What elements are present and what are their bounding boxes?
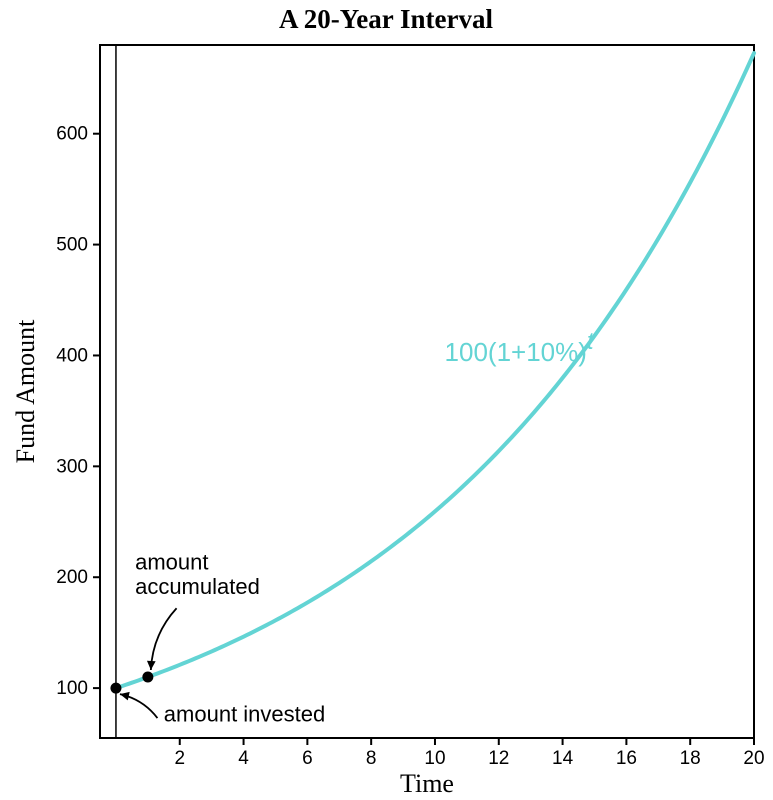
- formula-label: 100(1+10%)t: [445, 328, 595, 367]
- svg-text:4: 4: [238, 748, 249, 769]
- x-ticks: 2 4 6 8 10 12 14 16 18 20: [174, 738, 764, 769]
- svg-text:10: 10: [424, 748, 445, 769]
- svg-text:300: 300: [56, 456, 88, 477]
- svg-text:amount: amount: [135, 549, 208, 574]
- y-axis-label: Fund Amount: [11, 319, 40, 464]
- compound-interest-chart: A 20-Year Interval 100 200 300 400 500 600 2 4…: [0, 0, 773, 800]
- svg-text:600: 600: [56, 124, 88, 145]
- arrow-invested: [120, 692, 157, 718]
- arrow-accumulated: [147, 608, 177, 670]
- x-axis-label: Time: [400, 769, 454, 798]
- data-point: [142, 672, 153, 683]
- svg-text:16: 16: [616, 748, 637, 769]
- svg-text:400: 400: [56, 345, 88, 366]
- svg-text:500: 500: [56, 235, 88, 256]
- y-ticks: 100 200 300 400 500 600: [56, 124, 100, 699]
- svg-text:8: 8: [366, 748, 377, 769]
- annotation-amount-accumulated: amount accumulated: [135, 549, 260, 670]
- plot-frame: [100, 45, 754, 738]
- annotation-amount-invested: amount invested: [120, 692, 325, 727]
- svg-text:6: 6: [302, 748, 313, 769]
- data-point: [110, 683, 121, 694]
- svg-text:12: 12: [488, 748, 509, 769]
- svg-text:2: 2: [174, 748, 185, 769]
- svg-text:18: 18: [680, 748, 701, 769]
- svg-text:accumulated: accumulated: [135, 574, 260, 599]
- svg-text:amount invested: amount invested: [164, 701, 325, 726]
- svg-text:100: 100: [56, 678, 88, 699]
- svg-text:20: 20: [743, 748, 764, 769]
- chart-title: A 20-Year Interval: [279, 4, 493, 34]
- svg-text:14: 14: [552, 748, 574, 769]
- svg-text:200: 200: [56, 567, 88, 588]
